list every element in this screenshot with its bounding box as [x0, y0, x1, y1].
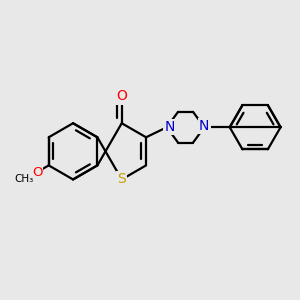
Text: S: S	[117, 172, 126, 186]
Text: CH₃: CH₃	[15, 174, 34, 184]
Text: O: O	[32, 166, 42, 178]
Text: N: N	[164, 120, 175, 134]
Text: O: O	[116, 89, 127, 103]
Text: N: N	[199, 119, 209, 133]
